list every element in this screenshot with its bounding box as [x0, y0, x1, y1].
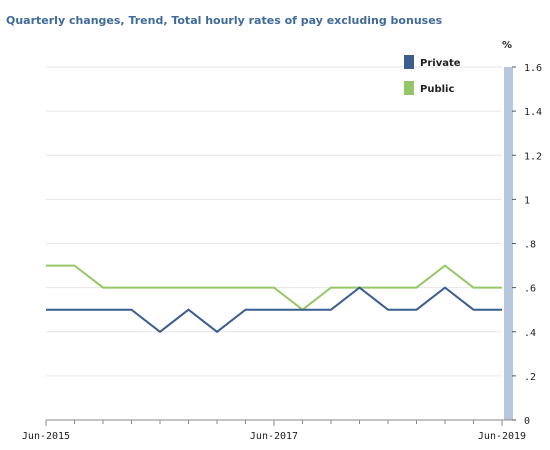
y-axis-unit: %: [502, 40, 512, 51]
x-tick-label: Jun-2017: [250, 431, 298, 442]
y-tick-label: 1.6: [524, 63, 542, 74]
y-tick-label: 1: [524, 195, 530, 206]
y-tick-label: 1.4: [524, 107, 542, 118]
legend-swatch-private: [404, 55, 414, 69]
chart-title: Quarterly changes, Trend, Total hourly r…: [6, 14, 443, 27]
gridlines: [46, 66, 502, 377]
legend: Private Public: [404, 55, 461, 95]
y-tick-label: .2: [524, 372, 536, 383]
series-line-public: [46, 264, 502, 311]
y-axis: 0 .2 .4 .6 .8 1 1.2 1.4 1.6: [512, 63, 542, 427]
legend-label-public: Public: [420, 84, 454, 95]
y-tick-label: 1.2: [524, 151, 542, 162]
x-tick-label: Jun-2019: [478, 431, 526, 442]
x-tick-label: Jun-2015: [22, 431, 70, 442]
legend-label-private: Private: [420, 58, 461, 69]
y-tick-label: .6: [524, 284, 536, 295]
y-tick-label: .4: [524, 328, 536, 339]
series-line-private: [46, 286, 502, 334]
y-axis-band: [504, 67, 513, 420]
series-lines: [46, 264, 502, 334]
x-axis: Jun-2015 Jun-2017 Jun-2019: [22, 419, 526, 442]
y-tick-label: 0: [524, 416, 530, 427]
legend-swatch-public: [404, 81, 414, 95]
y-tick-label: .8: [524, 240, 536, 251]
